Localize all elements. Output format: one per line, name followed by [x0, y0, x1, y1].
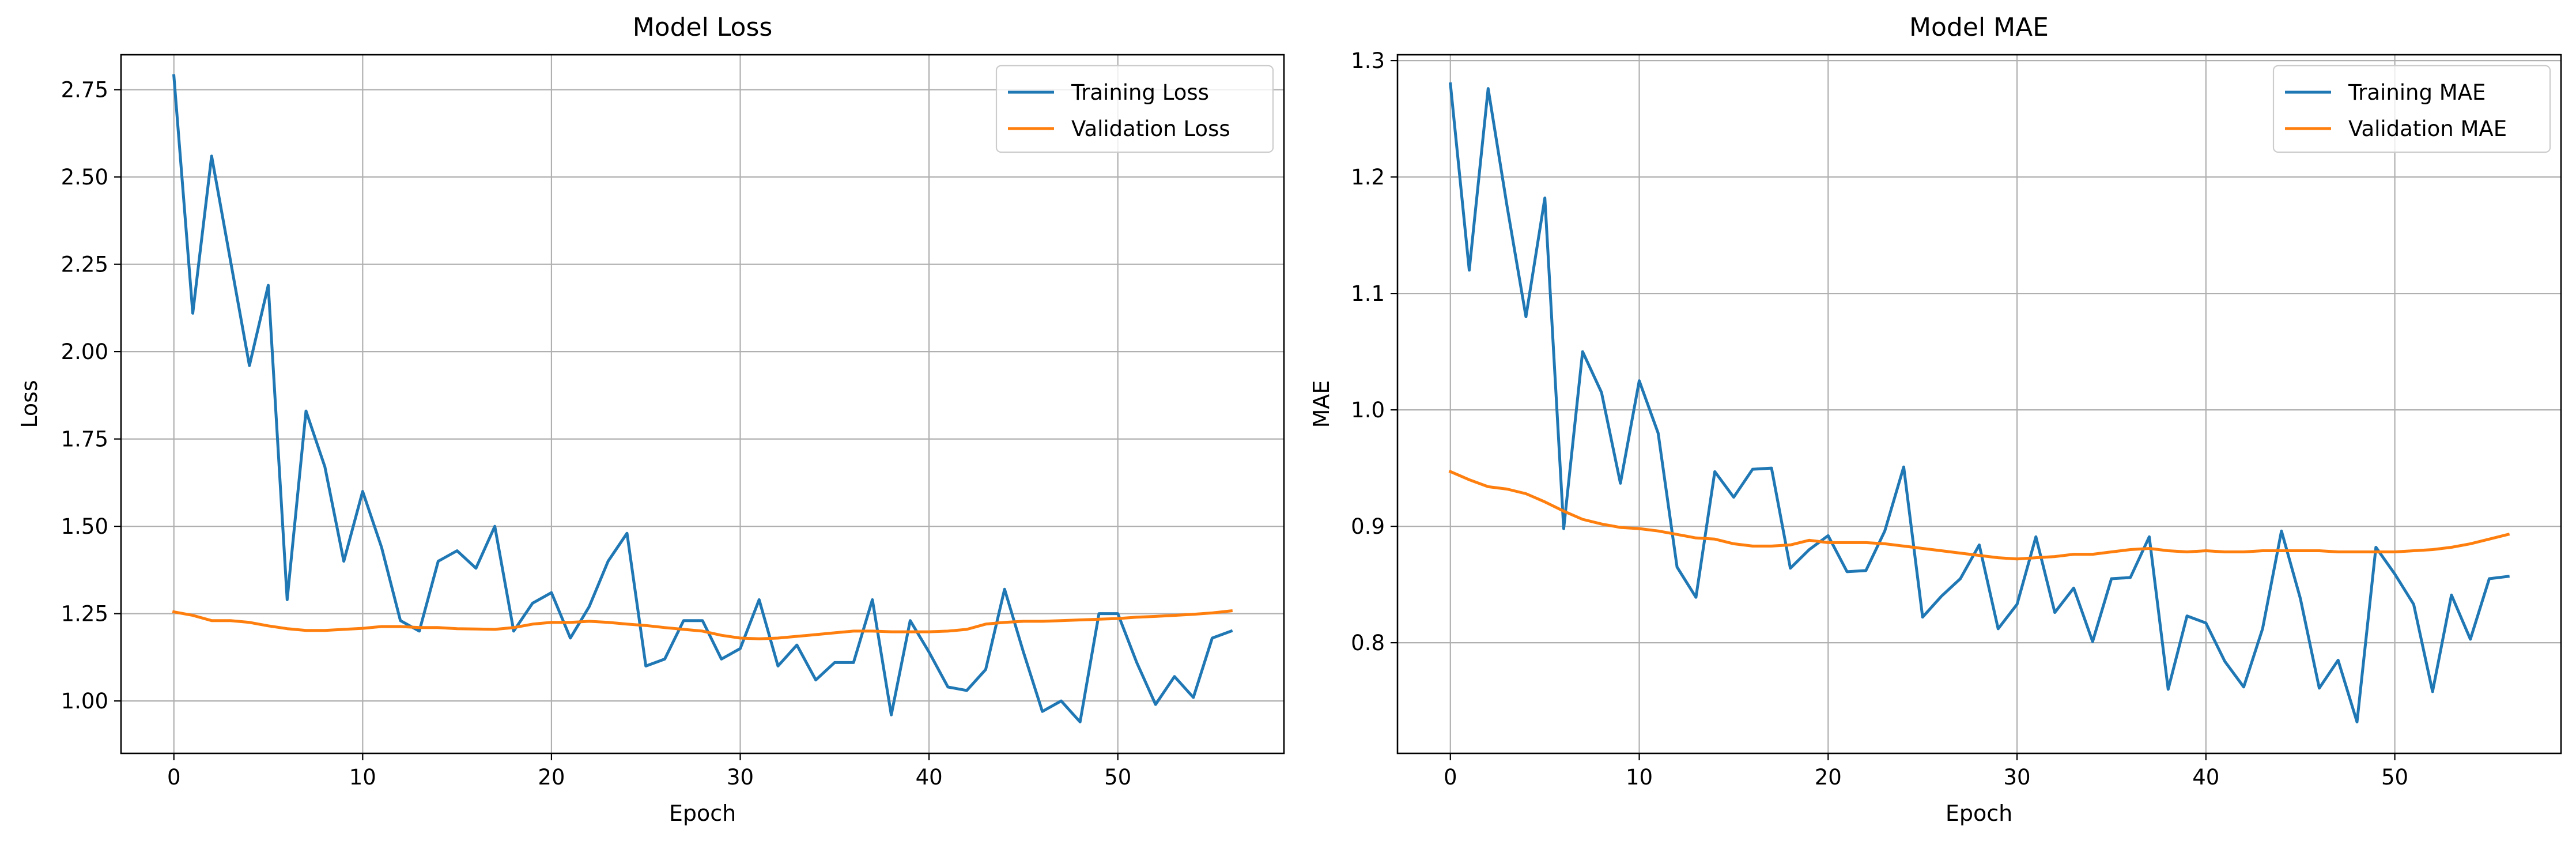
mae-legend-label-validation: Validation MAE [2348, 116, 2507, 141]
mae-y-tick-label: 1.1 [1351, 281, 1385, 306]
loss-y-tick-label: 2.25 [61, 252, 108, 277]
mae-chart: Model MAE Epoch MAE 0 10 20 30 40 50 0.8 0.9 1.0… [1309, 13, 2562, 826]
loss-y-tick-label: 1.75 [61, 427, 108, 452]
loss-series-line-validation [172, 609, 1233, 640]
loss-y-tick-label: 2.50 [61, 165, 108, 190]
loss-legend: Training Loss Validation Loss [995, 65, 1274, 153]
mae-x-tick-label: 40 [2192, 765, 2219, 790]
mae-x-tick-label: 0 [1444, 765, 1457, 790]
loss-legend-label-validation: Validation Loss [1071, 116, 1230, 141]
mae-series-line-validation [1448, 469, 2510, 561]
mae-ticks: 0 10 20 30 40 50 0.8 0.9 1.0 1.1 1.2 1.3 [1351, 48, 2408, 790]
loss-x-tick-label: 20 [538, 765, 565, 790]
loss-y-tick-label: 1.50 [61, 514, 108, 539]
mae-y-tick-label: 0.8 [1351, 631, 1385, 655]
loss-chart-title: Model Loss [633, 13, 773, 42]
mae-y-tick-label: 0.9 [1351, 514, 1385, 539]
mae-x-axis-label: Epoch [1946, 801, 2012, 826]
mae-grid [1397, 55, 2561, 753]
mae-y-tick-label: 1.3 [1351, 48, 1385, 73]
loss-ticks: 0 10 20 30 40 50 1.00 1.25 1.50 1.75 2.00 2.25 2.50 2… [61, 78, 1132, 790]
loss-series [172, 74, 1233, 723]
mae-plot-frame [1396, 54, 2562, 755]
mae-x-tick-label: 30 [2004, 765, 2031, 790]
loss-chart: Model Loss Epoch Loss 0 10 20 30 40 50 1.00 1.2… [17, 13, 1285, 826]
mae-legend-box [2272, 65, 2551, 153]
loss-legend-box [995, 65, 1274, 153]
loss-y-tick-label: 1.00 [61, 689, 108, 714]
loss-y-axis-label: Loss [17, 380, 42, 428]
loss-x-tick-label: 10 [349, 765, 376, 790]
mae-y-axis-label: MAE [1309, 380, 1334, 428]
mae-x-tick-label: 20 [1815, 765, 1842, 790]
loss-x-tick-label: 50 [1104, 765, 1131, 790]
loss-y-tick-label: 1.25 [61, 602, 108, 627]
mae-series [1448, 82, 2510, 723]
loss-x-tick-label: 30 [727, 765, 754, 790]
mae-chart-title: Model MAE [1909, 13, 2049, 42]
loss-x-tick-label: 40 [916, 765, 943, 790]
loss-y-tick-label: 2.75 [61, 78, 108, 103]
mae-legend-label-training: Training MAE [2348, 80, 2486, 105]
loss-y-tick-label: 2.00 [61, 339, 108, 364]
loss-x-tick-label: 0 [167, 765, 181, 790]
loss-plot-frame [120, 54, 1285, 755]
loss-series-line-training [172, 74, 1233, 723]
mae-x-tick-label: 10 [1626, 765, 1653, 790]
mae-y-tick-label: 1.0 [1351, 398, 1385, 423]
loss-legend-label-training: Training Loss [1071, 80, 1209, 105]
mae-y-tick-label: 1.2 [1351, 165, 1385, 190]
mae-series-line-training [1449, 82, 2510, 723]
mae-legend: Training MAE Validation MAE [2272, 65, 2551, 153]
loss-x-axis-label: Epoch [669, 801, 736, 826]
mae-x-tick-label: 50 [2381, 765, 2408, 790]
